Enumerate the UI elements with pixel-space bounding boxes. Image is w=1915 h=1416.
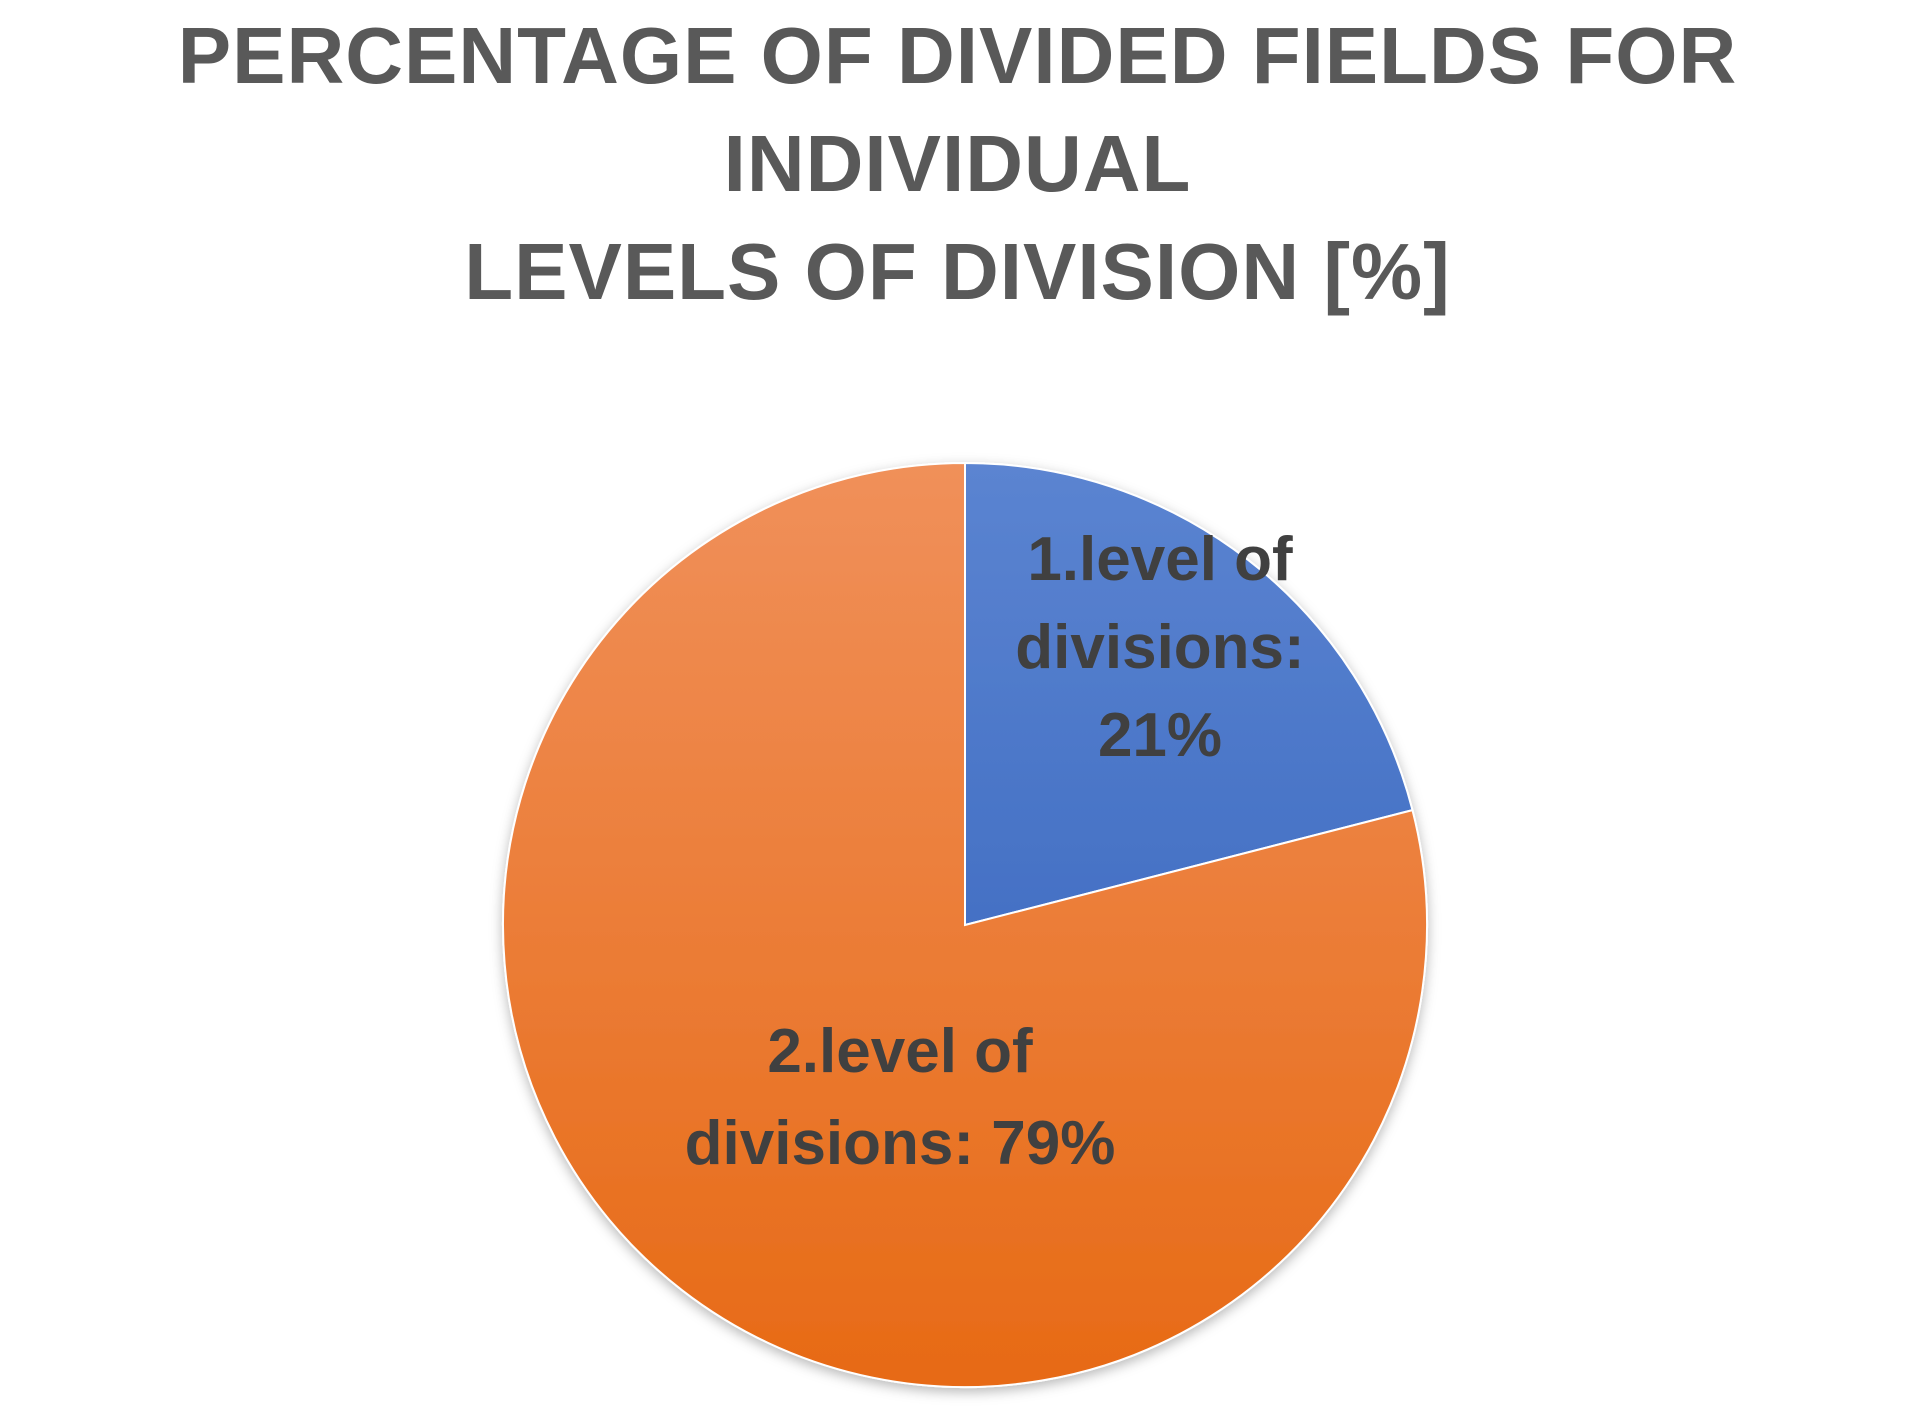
pie-slice-label-1: 1.level of divisions: 21% xyxy=(1015,525,1304,770)
chart-title: PERCENTAGE OF DIVIDED FIELDS FOR INDIVID… xyxy=(0,0,1915,326)
chart-title-line-1: PERCENTAGE OF DIVIDED FIELDS FOR INDIVID… xyxy=(177,11,1738,208)
pie-slice-1 xyxy=(964,461,1414,927)
pie-slice-label-2-line-1: 2.level of xyxy=(767,1017,1033,1086)
pie-slice-label-1-line-3: 21% xyxy=(1098,701,1222,770)
chart-title-line-2: LEVELS OF DIVISION [%] xyxy=(464,227,1451,316)
pie-slices xyxy=(502,461,1428,1388)
pie-slice-label-1-line-2: divisions: xyxy=(1015,613,1304,682)
pie-slice-label-1-line-1: 1.level of xyxy=(1027,525,1293,594)
pie-labels: 1.level of divisions: 21% 2.level of divisio… xyxy=(685,525,1305,1178)
pie-slice-label-2-line-2: divisions: 79% xyxy=(685,1109,1116,1178)
pie-slice-2 xyxy=(502,461,1428,1388)
pie-slice-label-2: 2.level of divisions: 79% xyxy=(685,1017,1116,1178)
